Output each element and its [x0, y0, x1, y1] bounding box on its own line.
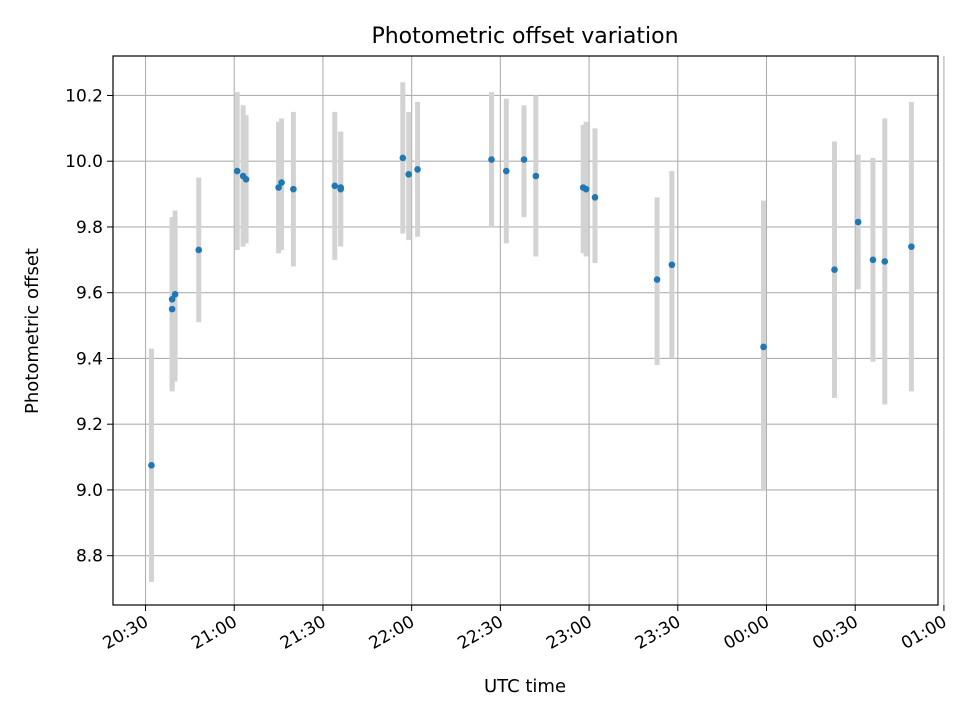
- x-tick-label: 21:30: [277, 612, 329, 654]
- data-point: [171, 291, 179, 298]
- data-point: [337, 184, 344, 191]
- y-tick-label: 9.8: [76, 218, 103, 238]
- data-point: [582, 185, 590, 193]
- data-point: [331, 182, 339, 190]
- x-tick-label: 01:00: [898, 612, 950, 654]
- y-tick-label: 8.8: [76, 547, 103, 567]
- data-point: [233, 167, 241, 175]
- x-tick-label: 00:00: [721, 612, 773, 654]
- data-point: [760, 343, 767, 351]
- data-point: [591, 194, 599, 201]
- data-point: [520, 156, 528, 163]
- chart-title: Photometric offset variation: [371, 24, 678, 49]
- data-point: [148, 461, 155, 469]
- data-point: [668, 261, 676, 269]
- y-tick-label: 9.6: [76, 284, 103, 304]
- data-point: [502, 167, 510, 175]
- error-bars: [148, 82, 914, 582]
- data-point: [275, 184, 282, 191]
- x-axis-ticks: 20:30 21:00 21:30 22:00 22:30 23:00 23:30 00:00…: [100, 605, 950, 654]
- y-tick-label: 9.0: [76, 481, 103, 501]
- data-point: [278, 179, 285, 186]
- x-axis-label: UTC time: [484, 676, 566, 697]
- data-point: [242, 175, 250, 183]
- data-points: [148, 154, 915, 469]
- data-point: [168, 305, 176, 313]
- data-point: [488, 156, 495, 163]
- x-tick-label: 20:30: [100, 612, 152, 654]
- data-point: [908, 243, 915, 250]
- data-point: [405, 171, 412, 178]
- x-tick-label: 23:30: [632, 612, 684, 654]
- data-point: [532, 172, 540, 180]
- y-axis-label: Photometric offset: [22, 248, 43, 414]
- y-tick-label: 10.0: [65, 152, 103, 172]
- x-tick-label: 23:00: [543, 612, 595, 654]
- data-point: [653, 276, 661, 283]
- data-point: [869, 256, 877, 264]
- data-point: [399, 154, 407, 162]
- y-axis-ticks: 8.8 9.0 9.2 9.4 9.6 9.8 10.0 10.2: [65, 86, 113, 567]
- x-tick-label: 22:00: [366, 612, 418, 654]
- data-point: [168, 295, 176, 303]
- y-tick-label: 10.2: [65, 86, 103, 106]
- x-tick-label: 21:00: [188, 612, 240, 654]
- x-tick-label: 00:30: [809, 612, 861, 654]
- data-point: [831, 266, 838, 273]
- data-point: [881, 258, 889, 265]
- data-point: [854, 218, 862, 226]
- data-point: [290, 185, 297, 193]
- y-tick-label: 9.4: [76, 349, 103, 369]
- x-tick-label: 22:30: [454, 612, 506, 654]
- plot-frame: [112, 55, 939, 606]
- data-point: [414, 166, 421, 173]
- data-point: [195, 246, 203, 254]
- y-tick-label: 9.2: [76, 415, 103, 435]
